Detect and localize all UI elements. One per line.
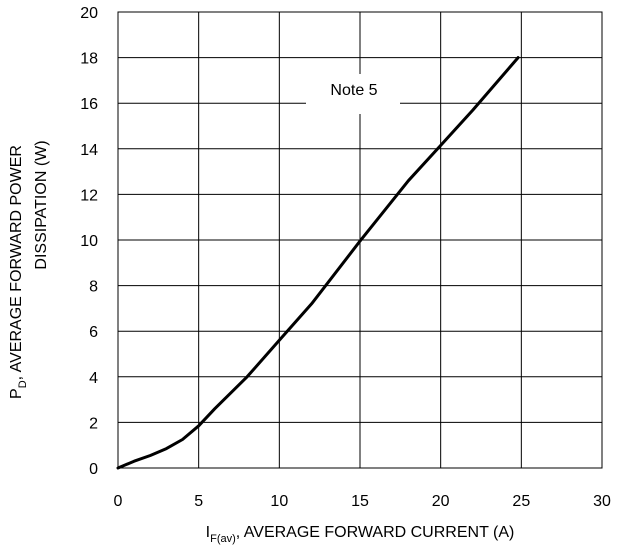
x-axis-label-subscript: F(av) bbox=[210, 533, 236, 545]
annotation-background bbox=[306, 74, 400, 114]
plot-frame bbox=[117, 11, 603, 469]
y-tick-label: 0 bbox=[89, 461, 98, 478]
x-tick-label: 5 bbox=[194, 493, 203, 510]
y-axis-label-main: P bbox=[8, 388, 25, 399]
y-tick-label: 8 bbox=[89, 279, 98, 296]
annotation: Note 5 bbox=[306, 74, 400, 114]
y-axis-label-line-2: DISSIPATION (W) bbox=[33, 140, 50, 269]
y-tick-label: 14 bbox=[80, 142, 98, 159]
y-tick-label: 16 bbox=[80, 96, 98, 113]
y-tick-label: 12 bbox=[80, 187, 98, 204]
y-tick-label: 10 bbox=[80, 233, 98, 250]
series-line bbox=[116, 56, 520, 470]
y-tick-label: 2 bbox=[89, 415, 98, 432]
y-tick-label: 4 bbox=[89, 370, 98, 387]
x-tick-label: 30 bbox=[593, 493, 611, 510]
y-tick-label: 18 bbox=[80, 51, 98, 68]
x-tick-label: 0 bbox=[114, 493, 123, 510]
annotation-text: Note 5 bbox=[330, 82, 377, 99]
x-tick-label: 25 bbox=[512, 493, 530, 510]
y-tick-label: 6 bbox=[89, 324, 98, 341]
x-axis-label-rest: , AVERAGE FORWARD CURRENT (A) bbox=[236, 524, 515, 541]
y-tick-label: 20 bbox=[80, 5, 98, 22]
x-axis-label-main: I bbox=[206, 524, 210, 541]
series-layer bbox=[116, 56, 520, 470]
x-tick-label: 15 bbox=[351, 493, 369, 510]
tick-labels: 0 5 10 15 20 25 30 0 2 4 6 8 10 12 14 16 18 20 bbox=[80, 5, 611, 510]
x-axis-label: IF(av), AVERAGE FORWARD CURRENT (A) bbox=[206, 524, 515, 545]
y-axis-label-rest: , AVERAGE FORWARD POWER bbox=[8, 145, 25, 380]
x-tick-label: 10 bbox=[270, 493, 288, 510]
y-axis-label-subscript: D bbox=[17, 380, 29, 388]
y-axis-label-line-1: PD, AVERAGE FORWARD POWER bbox=[8, 145, 29, 399]
x-tick-label: 20 bbox=[432, 493, 450, 510]
